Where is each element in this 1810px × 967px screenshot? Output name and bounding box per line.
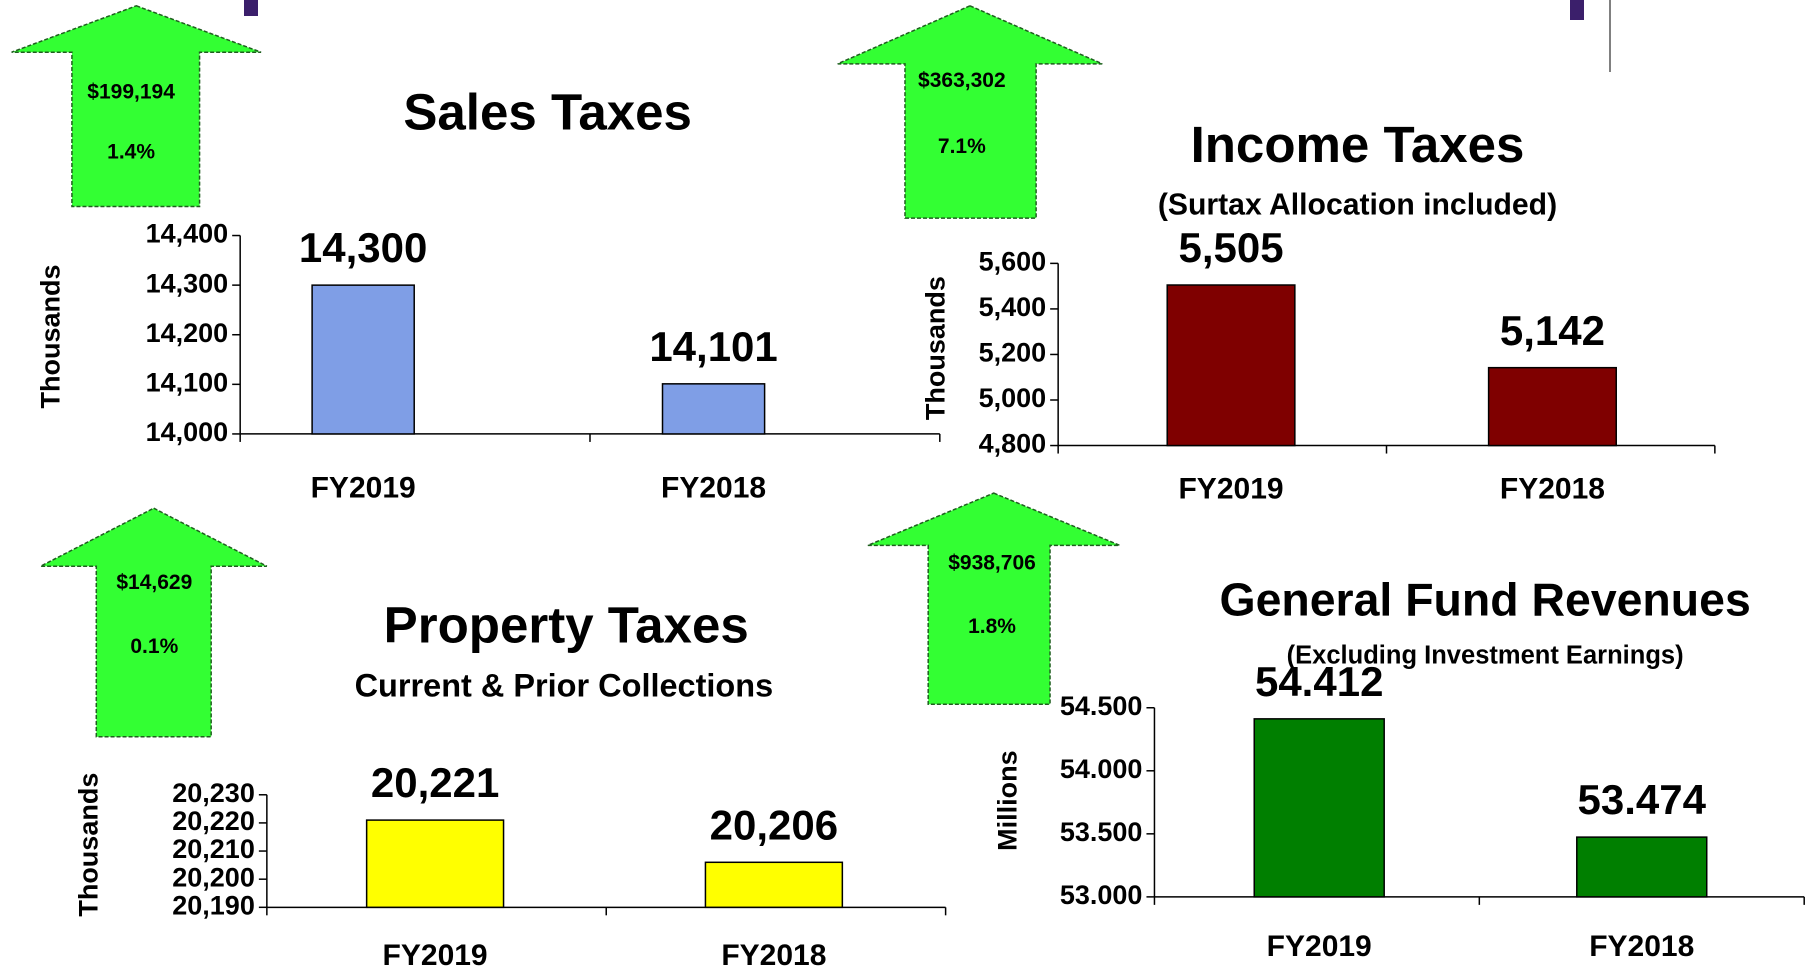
x-tick-label: FY2019 (1267, 930, 1372, 963)
chart-subtitle: (Excluding Investment Earnings) (1287, 641, 1684, 669)
y-tick-label: 14,100 (146, 367, 229, 397)
chart: $14,629 0.1% Property Taxes Current & Prior… (40, 507, 947, 967)
bar (311, 284, 415, 435)
y-axis-label: Thousands (35, 264, 65, 408)
arrow-label: 7.1% (938, 135, 986, 158)
bar (1253, 718, 1385, 898)
y-tick-label: 14,400 (146, 219, 229, 249)
value-label: 14,101 (649, 323, 777, 370)
chart-title: Property Taxes (384, 596, 749, 653)
arrow-label: $938,706 (948, 551, 1036, 574)
y-tick-label: 5,400 (979, 292, 1047, 322)
decoration (244, 0, 258, 16)
chart: $199,194 1.4% Sales Taxes Thousands 14,000 14… (11, 5, 941, 505)
arrow-label: $14,629 (116, 571, 192, 594)
arrow (40, 507, 268, 738)
chart-title: Income Taxes (1191, 116, 1525, 173)
x-tick-label: FY2018 (721, 939, 826, 967)
y-tick-label: 53.500 (1060, 817, 1143, 847)
chart-title: Sales Taxes (403, 84, 692, 141)
chart-title: General Fund Revenues (1220, 574, 1751, 626)
x-tick-label: FY2018 (1500, 473, 1605, 506)
arrow-label: 0.1% (130, 635, 178, 658)
x-tick-label: FY2018 (1589, 930, 1694, 963)
bar (365, 819, 505, 909)
x-tick-label: FY2018 (661, 472, 766, 505)
arrow-label: 1.4% (107, 141, 155, 164)
bar (704, 861, 844, 909)
decoration (1570, 0, 1584, 20)
value-label: 20,206 (710, 801, 838, 848)
y-axis-label: Thousands (74, 773, 104, 917)
x-tick-label: FY2019 (1178, 473, 1283, 506)
y-tick-label: 5,200 (979, 338, 1047, 368)
arrow-label: $199,194 (87, 80, 175, 103)
y-tick-label: 20,200 (172, 862, 255, 892)
y-tick-label: 54.000 (1060, 754, 1143, 784)
y-tick-label: 5,000 (979, 383, 1047, 413)
chart-subtitle: Current & Prior Collections (355, 668, 774, 704)
y-tick-label: 20,230 (172, 778, 255, 808)
y-axis-label: Thousands (921, 276, 951, 420)
y-tick-label: 5,600 (979, 247, 1047, 277)
y-tick-label: 14,200 (146, 318, 229, 348)
y-tick-label: 53.000 (1060, 880, 1143, 910)
value-label: 5,505 (1178, 224, 1283, 271)
value-label: 14,300 (299, 224, 427, 271)
y-tick-label: 14,000 (146, 417, 229, 447)
y-tick-label: 54.500 (1060, 691, 1143, 721)
chart-subtitle: (Surtax Allocation included) (1158, 188, 1557, 221)
arrow (867, 492, 1120, 706)
value-label: 5,142 (1500, 307, 1605, 354)
y-axis-label: Millions (993, 750, 1023, 851)
x-tick-label: FY2019 (383, 939, 488, 967)
y-tick-label: 20,190 (172, 890, 255, 920)
y-tick-label: 14,300 (146, 268, 229, 298)
bar (1576, 836, 1708, 898)
arrow (837, 4, 1103, 219)
y-tick-label: 4,800 (979, 429, 1047, 459)
y-tick-label: 20,210 (172, 834, 255, 864)
value-label: 20,221 (371, 759, 499, 806)
chart: $363,302 7.1% Income Taxes (Surtax Allocati… (837, 4, 1716, 506)
bar (1487, 366, 1617, 447)
value-label: 53.474 (1578, 776, 1707, 823)
value-label: 54.412 (1255, 658, 1383, 705)
bar (661, 383, 766, 435)
x-tick-label: FY2019 (311, 472, 416, 505)
arrow-label: 1.8% (968, 615, 1016, 638)
bar (1166, 284, 1296, 447)
arrow-label: $363,302 (918, 69, 1006, 92)
y-tick-label: 20,220 (172, 806, 255, 836)
arrow (11, 5, 262, 208)
chart: $938,706 1.8% General Fund Revenues (Exclud… (867, 492, 1805, 963)
